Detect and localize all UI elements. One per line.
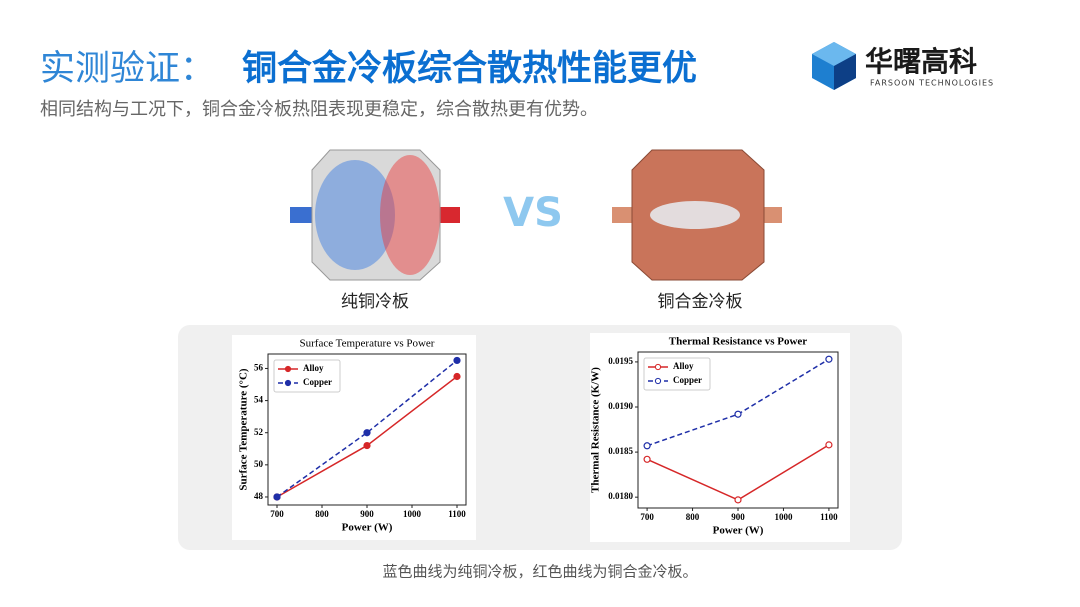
left-label: 纯铜冷板 (341, 292, 409, 312)
y-axis-label: Surface Temperature (°C) (238, 368, 250, 490)
y-tick-label: 0.0180 (608, 491, 633, 501)
legend-label: Copper (303, 377, 332, 387)
y-tick-label: 0.0190 (608, 401, 633, 411)
y-axis-label: Thermal Resistance (K/W) (590, 367, 602, 493)
x-tick-label: 1100 (820, 512, 838, 522)
subtitle: 相同结构与工况下，铜合金冷板热阻表现更稳定，综合散热更有优势。 (40, 99, 598, 120)
alloy-plate (612, 149, 782, 281)
x-tick-label: 1100 (448, 509, 466, 519)
title-lead: 实测验证： (40, 49, 215, 89)
pure-copper-plate (290, 149, 460, 281)
legend-label: Alloy (673, 361, 694, 371)
y-tick-label: 0.0195 (608, 356, 633, 366)
x-tick-label: 900 (360, 509, 374, 519)
point (453, 356, 461, 365)
chart-bg (232, 335, 476, 540)
y-tick-label: 54 (254, 395, 264, 405)
x-tick-label: 800 (315, 509, 329, 519)
point (734, 496, 742, 504)
x-axis-label: Power (W) (713, 525, 764, 537)
point (734, 410, 742, 418)
logo-sub: FARSOON TECHNOLOGIES (870, 79, 994, 88)
chart-bg (590, 333, 850, 542)
y-tick-label: 48 (254, 491, 264, 501)
y-tick-label: 52 (254, 427, 264, 437)
title-main: 铜合金冷板综合散热性能更优 (242, 48, 697, 89)
x-tick-label: 900 (731, 512, 745, 522)
logo-name: 华曙高科 (865, 45, 977, 78)
y-tick-label: 50 (254, 459, 264, 469)
logo: 华曙高科 FARSOON TECHNOLOGIES (812, 42, 994, 90)
x-tick-label: 800 (686, 512, 700, 522)
right-label: 铜合金冷板 (658, 292, 743, 312)
x-tick-label: 1000 (403, 509, 422, 519)
point (273, 493, 281, 501)
point (363, 429, 371, 437)
legend-marker (654, 377, 662, 385)
series-line (276, 359, 458, 498)
chart-title: Surface Temperature vs Power (300, 338, 435, 350)
legend-label: Alloy (303, 363, 324, 373)
x-tick-label: 700 (640, 512, 654, 522)
legend-marker (284, 365, 292, 373)
vs: VS (503, 190, 563, 236)
legend-marker (284, 379, 292, 387)
legend-label: Copper (673, 375, 702, 385)
point (643, 455, 651, 463)
x-axis-label: Power (W) (342, 522, 393, 534)
point (825, 441, 833, 449)
x-tick-label: 700 (270, 509, 284, 519)
chart-title: Thermal Resistance vs Power (669, 336, 808, 348)
legend-marker (654, 363, 662, 371)
y-tick-label: 0.0185 (608, 446, 633, 456)
y-tick-label: 56 (254, 363, 264, 373)
point (453, 372, 461, 381)
point (363, 441, 371, 450)
point (825, 355, 833, 363)
x-tick-label: 1000 (774, 512, 793, 522)
point (643, 442, 651, 450)
caption: 蓝色曲线为纯铜冷板，红色曲线为铜合金冷板。 (382, 563, 697, 581)
